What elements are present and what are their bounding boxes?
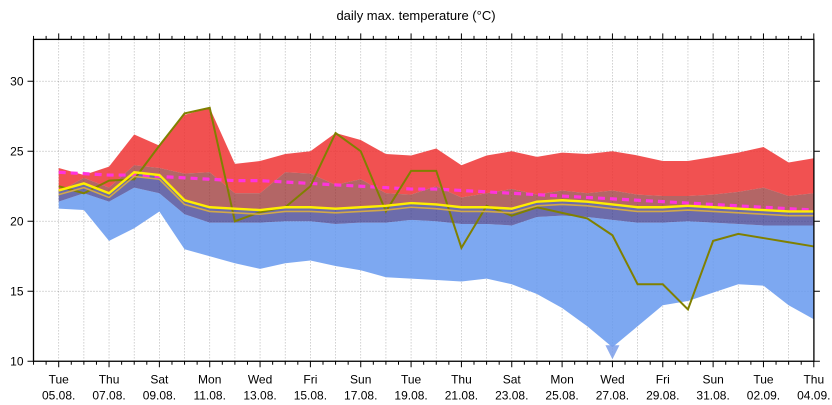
svg-text:09.08.: 09.08.	[143, 388, 176, 400]
svg-text:Tue: Tue	[49, 372, 70, 386]
svg-text:Fri: Fri	[303, 372, 317, 386]
svg-text:Wed: Wed	[600, 372, 624, 386]
svg-text:31.08.: 31.08.	[696, 388, 729, 400]
svg-text:Thu: Thu	[803, 372, 824, 386]
svg-text:Sat: Sat	[150, 372, 169, 386]
svg-text:04.09.: 04.09.	[797, 388, 830, 400]
svg-text:10: 10	[10, 354, 24, 368]
svg-text:Tue: Tue	[753, 372, 774, 386]
svg-text:30: 30	[10, 74, 24, 88]
svg-text:25: 25	[10, 144, 24, 158]
svg-text:Thu: Thu	[451, 372, 472, 386]
svg-text:Sun: Sun	[350, 372, 371, 386]
svg-text:Thu: Thu	[99, 372, 120, 386]
svg-text:Tue: Tue	[401, 372, 422, 386]
svg-text:21.08.: 21.08.	[445, 388, 478, 400]
svg-text:Mon: Mon	[198, 372, 221, 386]
svg-text:05.08.: 05.08.	[42, 388, 75, 400]
svg-text:Sun: Sun	[702, 372, 723, 386]
svg-text:20: 20	[10, 214, 24, 228]
svg-text:19.08.: 19.08.	[394, 388, 427, 400]
svg-text:27.08.: 27.08.	[596, 388, 629, 400]
svg-text:29.08.: 29.08.	[646, 388, 679, 400]
svg-text:Fri: Fri	[656, 372, 670, 386]
svg-text:15.08.: 15.08.	[294, 388, 327, 400]
svg-text:02.09.: 02.09.	[747, 388, 780, 400]
svg-text:Mon: Mon	[550, 372, 573, 386]
svg-text:Sat: Sat	[503, 372, 522, 386]
svg-text:13.08.: 13.08.	[243, 388, 276, 400]
svg-text:07.08.: 07.08.	[92, 388, 125, 400]
svg-text:25.08.: 25.08.	[545, 388, 578, 400]
svg-text:Wed: Wed	[248, 372, 272, 386]
svg-text:15: 15	[10, 284, 24, 298]
svg-text:23.08.: 23.08.	[495, 388, 528, 400]
svg-text:11.08.: 11.08.	[193, 388, 225, 400]
svg-text:17.08.: 17.08.	[344, 388, 377, 400]
